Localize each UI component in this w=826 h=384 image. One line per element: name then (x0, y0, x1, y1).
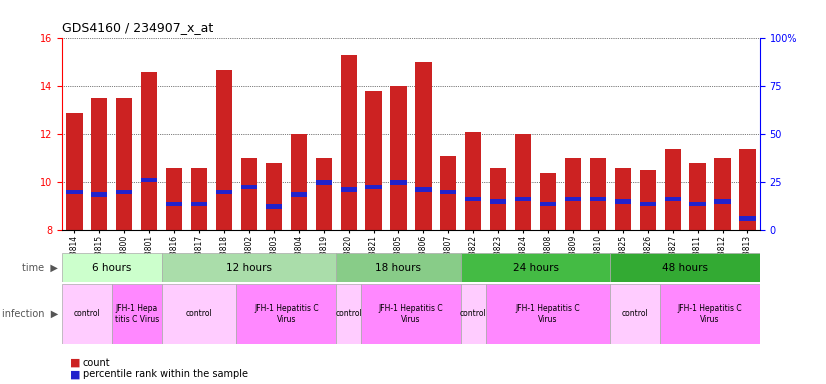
Bar (440, 190, 457, 194)
Bar (62, 284, 112, 344)
Bar (241, 185, 257, 189)
Text: ■: ■ (70, 358, 81, 368)
Bar (515, 134, 531, 230)
Bar (141, 178, 157, 182)
Bar (565, 158, 581, 230)
Bar (316, 158, 332, 230)
Bar (91, 98, 107, 230)
Text: infection  ▶: infection ▶ (2, 309, 58, 319)
Bar (266, 163, 282, 230)
Bar (291, 134, 307, 230)
Bar (336, 253, 461, 282)
Text: percentile rank within the sample: percentile rank within the sample (83, 369, 248, 379)
Bar (739, 149, 756, 230)
Bar (461, 253, 610, 282)
Bar (91, 192, 107, 197)
Bar (141, 72, 157, 230)
Text: 12 hours: 12 hours (225, 263, 272, 273)
Bar (391, 180, 406, 185)
Bar (739, 216, 756, 220)
Bar (690, 163, 705, 230)
Bar (316, 180, 332, 185)
Text: JFH-1 Hepatitis C
Virus: JFH-1 Hepatitis C Virus (254, 304, 319, 324)
Bar (116, 190, 132, 194)
Bar (166, 168, 183, 230)
Bar (540, 202, 556, 206)
Bar (490, 199, 506, 204)
Text: control: control (622, 310, 648, 318)
Bar (665, 197, 681, 201)
Bar (714, 199, 731, 204)
Text: control: control (460, 310, 487, 318)
Text: control: control (74, 310, 100, 318)
Bar (166, 202, 183, 206)
Text: control: control (186, 310, 212, 318)
Bar (415, 62, 431, 230)
Bar (365, 185, 382, 189)
Text: JFH-1 Hepa
titis C Virus: JFH-1 Hepa titis C Virus (115, 304, 159, 324)
Bar (116, 98, 132, 230)
Bar (615, 199, 631, 204)
Text: 24 hours: 24 hours (513, 263, 558, 273)
Text: 6 hours: 6 hours (93, 263, 131, 273)
Bar (465, 132, 482, 230)
Bar (440, 156, 457, 230)
Bar (191, 202, 207, 206)
Bar (660, 284, 760, 344)
Bar (486, 284, 610, 344)
Bar (340, 55, 357, 230)
Bar (615, 168, 631, 230)
Bar (665, 149, 681, 230)
Bar (361, 284, 461, 344)
Bar (336, 284, 361, 344)
Bar (216, 70, 232, 230)
Text: JFH-1 Hepatitis C
Virus: JFH-1 Hepatitis C Virus (515, 304, 581, 324)
Bar (62, 253, 162, 282)
Bar (391, 86, 406, 230)
Bar (340, 187, 357, 192)
Bar (415, 187, 431, 192)
Text: JFH-1 Hepatitis C
Virus: JFH-1 Hepatitis C Virus (378, 304, 444, 324)
Text: ■: ■ (70, 369, 81, 379)
Bar (241, 158, 257, 230)
Bar (191, 168, 207, 230)
Bar (365, 91, 382, 230)
Text: 18 hours: 18 hours (376, 263, 421, 273)
Bar (162, 284, 236, 344)
Text: GDS4160 / 234907_x_at: GDS4160 / 234907_x_at (62, 21, 213, 34)
Bar (590, 197, 606, 201)
Bar (540, 173, 556, 230)
Bar (162, 253, 336, 282)
Bar (465, 197, 482, 201)
Bar (690, 202, 705, 206)
Bar (610, 253, 760, 282)
Bar (291, 192, 307, 197)
Bar (216, 190, 232, 194)
Text: 48 hours: 48 hours (662, 263, 708, 273)
Bar (112, 284, 162, 344)
Bar (515, 197, 531, 201)
Bar (610, 284, 660, 344)
Bar (714, 158, 731, 230)
Bar (590, 158, 606, 230)
Bar (266, 204, 282, 209)
Bar (490, 168, 506, 230)
Text: JFH-1 Hepatitis C
Virus: JFH-1 Hepatitis C Virus (678, 304, 743, 324)
Bar (461, 284, 486, 344)
Bar (66, 113, 83, 230)
Bar (565, 197, 581, 201)
Bar (66, 190, 83, 194)
Text: time  ▶: time ▶ (22, 263, 58, 273)
Bar (236, 284, 336, 344)
Bar (639, 170, 656, 230)
Text: control: control (335, 310, 362, 318)
Text: count: count (83, 358, 110, 368)
Bar (639, 202, 656, 206)
